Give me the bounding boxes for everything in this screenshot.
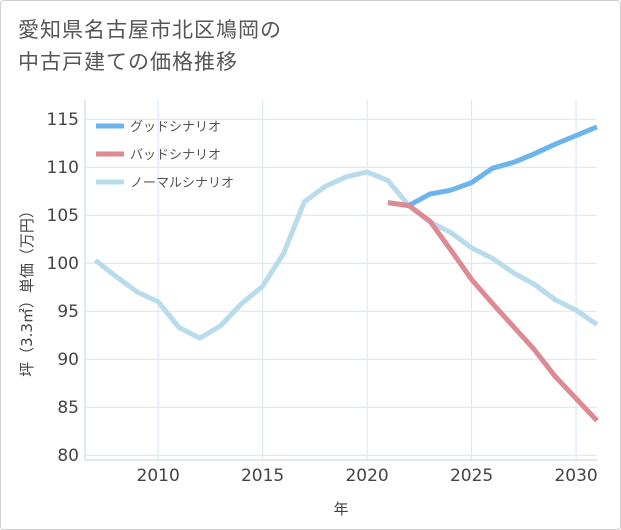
y-tick-labels: 80 85 90 95 100 105 110 115 (47, 110, 79, 466)
series-line-1 (387, 200, 599, 423)
x-axis-label: 年 (333, 500, 348, 518)
y-tick-label: 90 (57, 350, 79, 370)
y-tick-label: 105 (47, 206, 79, 226)
y-tick-label: 95 (57, 302, 79, 322)
series-line-0 (387, 124, 598, 209)
chart-title-line2: 中古戸建ての価格推移 (18, 50, 238, 74)
x-tick-label: 2020 (345, 466, 388, 486)
legend-label: バッドシナリオ (130, 148, 221, 163)
y-axis-label: 坪（3.3㎡）単価（万円） (18, 203, 36, 377)
chart-title-line1: 愛知県名古屋市北区鳩岡の (18, 18, 282, 42)
legend-label: グッドシナリオ (130, 120, 221, 135)
y-tick-label: 115 (47, 110, 79, 130)
y-tick-label: 110 (47, 158, 79, 178)
series-line-2 (93, 169, 599, 341)
x-tick-label: 2030 (554, 466, 597, 486)
x-tick-labels: 2010 2015 2020 2025 2030 (137, 466, 598, 486)
y-tick-label: 100 (47, 254, 79, 274)
x-tick-label: 2025 (450, 466, 493, 486)
legend-label: ノーマルシナリオ (130, 176, 234, 191)
y-tick-label: 85 (57, 398, 79, 418)
x-tick-label: 2010 (137, 466, 180, 486)
y-tick-label: 80 (57, 446, 79, 466)
series-lines (93, 124, 599, 423)
chart-title: 愛知県名古屋市北区鳩岡の 中古戸建ての価格推移 (18, 14, 438, 78)
x-tick-label: 2015 (241, 466, 284, 486)
